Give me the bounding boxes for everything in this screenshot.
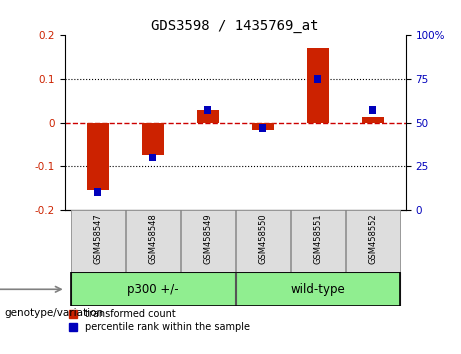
Bar: [307, 47, 329, 122]
Bar: [71, 272, 235, 307]
Bar: [252, 122, 274, 131]
Text: GSM458549: GSM458549: [203, 213, 212, 264]
Bar: [204, 107, 211, 114]
Bar: [181, 210, 235, 272]
Bar: [142, 122, 164, 155]
Text: wild-type: wild-type: [290, 283, 345, 296]
Bar: [369, 107, 376, 114]
Bar: [362, 118, 384, 122]
Text: GSM458551: GSM458551: [313, 213, 322, 264]
Legend: transformed count, percentile rank within the sample: transformed count, percentile rank withi…: [70, 309, 250, 332]
Text: genotype/variation: genotype/variation: [5, 308, 104, 318]
Title: GDS3598 / 1435769_at: GDS3598 / 1435769_at: [151, 19, 319, 33]
Bar: [346, 210, 400, 272]
Text: GSM458547: GSM458547: [93, 213, 102, 264]
Bar: [196, 110, 219, 122]
Bar: [94, 188, 101, 196]
Bar: [87, 122, 108, 190]
Text: GSM458552: GSM458552: [368, 213, 377, 264]
Bar: [149, 154, 156, 161]
Text: GSM458550: GSM458550: [258, 213, 267, 264]
Text: GSM458548: GSM458548: [148, 213, 157, 264]
Text: p300 +/-: p300 +/-: [127, 283, 178, 296]
Bar: [125, 210, 179, 272]
Bar: [236, 272, 400, 307]
Bar: [291, 210, 345, 272]
Bar: [260, 124, 266, 132]
Bar: [236, 210, 290, 272]
Bar: [314, 75, 321, 83]
Bar: [71, 210, 124, 272]
